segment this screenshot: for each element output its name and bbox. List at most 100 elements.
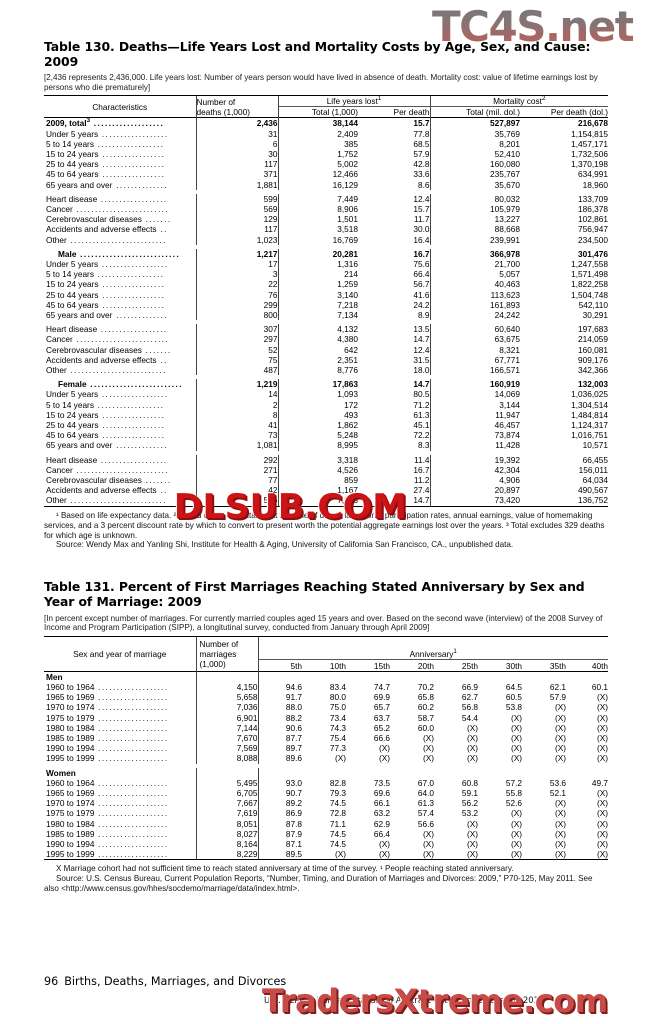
cell-value: (X) (566, 849, 608, 861)
cell-value: 53.8 (505, 702, 522, 713)
group-heading-cell (195, 670, 258, 682)
cell-value: 12,466 (277, 169, 358, 180)
cell-value: 17 (195, 259, 278, 270)
cell-value: 52.1 (549, 787, 566, 798)
cell-value: 66.4 (413, 269, 430, 280)
cell-value: 20,281 (277, 248, 358, 260)
cell-value: (X) (510, 712, 522, 723)
table-row: 1970 to 1974 ................... 7,667 89.… (44, 798, 608, 809)
col-lyl-per-death: Per death (393, 107, 430, 118)
row-label: Cancer ......................... (46, 464, 170, 475)
cell-value: (X) (596, 787, 608, 798)
group-heading-cell (302, 670, 346, 682)
group-label: Women (46, 767, 76, 778)
row-label: 65 years and over .............. (46, 440, 168, 451)
group-heading-cell (346, 670, 390, 682)
row-label: Other .......................... (44, 495, 196, 507)
cell-value: 1,167 (277, 485, 358, 496)
cell-value: 16,129 (277, 179, 358, 190)
cell-value: (X) (466, 722, 478, 733)
table-row: 1980 to 1984 ................... 7,144 90.… (44, 722, 608, 733)
group-label: Men (44, 670, 196, 682)
cell-value: 136,752 (520, 495, 609, 507)
cell-number-of-marriages: 7,569 (195, 743, 258, 754)
table-row: 1995 to 1999 ................... 8,229 89.… (44, 849, 608, 861)
cell-value: 33.6 (413, 169, 430, 180)
table-131-block: Table 131. Percent of First Marriages Re… (44, 579, 608, 894)
col-number-of-deaths-l2: deaths (1,000) (196, 107, 251, 118)
table-131: Sex and year of marriage Number of marri… (44, 635, 608, 861)
table-row: 2009, total3 ................... 2,436 38,… (44, 117, 609, 129)
cell-value: (X) (596, 743, 608, 754)
group-heading-cell (302, 768, 346, 778)
cell-value: 57.2 (505, 777, 522, 788)
cell-value: 3,318 (277, 454, 358, 465)
cell-value: 16,769 (277, 234, 358, 245)
cell-value: 87.1 (257, 838, 302, 850)
table-row: 1995 to 1999 ................... 8,088 89.… (44, 753, 608, 764)
table-row: 25 to 44 years ................. 76 3,140 4… (44, 289, 608, 300)
cell-value: 74.5 (329, 828, 346, 839)
cell-value: 11,947 (429, 409, 521, 421)
cell-value: 60,640 (429, 324, 521, 335)
cell-value: 13.5 (413, 324, 430, 335)
row-label: 15 to 24 years ................. (46, 279, 166, 290)
cell-value: 16.7 (413, 248, 430, 259)
cell-value: (X) (554, 712, 566, 723)
table-spacer (44, 550, 608, 580)
row-label: Accidents and adverse effects .. (46, 224, 168, 235)
cell-value: 89.6 (257, 753, 302, 764)
cell-value: 172 (277, 399, 358, 410)
cell-value: 90.6 (257, 722, 302, 733)
cell-value: 57.9 (413, 148, 430, 159)
cell-number-of-marriages: 7,667 (195, 798, 258, 809)
page-footer: 96 Births, Deaths, Marriages, and Divorce… (44, 975, 286, 988)
cell-number-of-marriages: 7,670 (195, 732, 258, 744)
group-heading-cell (257, 767, 302, 778)
cell-value: 2 (195, 399, 278, 410)
cell-value: 156,011 (578, 464, 609, 475)
cell-number-of-marriages: 6,901 (195, 712, 258, 723)
cell-value: (X) (390, 849, 434, 861)
cell-value: (X) (596, 692, 608, 703)
cell-value: 72.8 (329, 808, 346, 819)
col-mc-total: Total (mil. dol.) (429, 106, 521, 118)
cell-value: 66,455 (582, 454, 609, 465)
cell-value: 3,144 (429, 399, 521, 410)
cell-value: 297 (195, 334, 278, 345)
cell-value: 64,034 (582, 475, 609, 486)
cell-value: 493 (277, 409, 358, 421)
cell-value: 271 (195, 464, 278, 476)
cell-value: 14,069 (429, 389, 521, 400)
cell-value: 20,897 (429, 485, 521, 496)
cell-number-of-marriages: 7,619 (195, 808, 258, 819)
cell-value: (X) (378, 753, 390, 764)
cell-value: 166,571 (429, 365, 521, 376)
table-row: Cerebrovascular diseases ....... 77 859 11.… (44, 475, 609, 486)
cell-value: 66.9 (461, 681, 478, 692)
cell-value: 46,457 (429, 420, 521, 431)
cell-value: 56.2 (461, 798, 478, 809)
cell-value: 88,668 (429, 224, 521, 235)
cell-value: 60.1 (591, 681, 608, 692)
cell-value: (X) (422, 828, 434, 839)
table-row: 25 to 44 years ................. 117 5,002… (44, 159, 608, 170)
col-number-of-marriages-l1: Number of (199, 638, 239, 649)
row-label: 65 years and over .............. (46, 179, 168, 190)
cell-value: 14 (195, 389, 278, 400)
row-label: 1975 to 1979 ................... (46, 712, 169, 723)
cell-value: 542,110 (578, 299, 609, 310)
cell-value: 42.8 (413, 159, 430, 170)
cell-value: 235,767 (429, 169, 521, 180)
cell-value: 301,476 (578, 248, 609, 259)
cell-value: 22 (195, 279, 278, 290)
cell-number-of-marriages: 5,658 (195, 692, 258, 703)
table-row: 5 to 14 years .................. 3 214 66.4… (44, 269, 608, 280)
table-row: Cerebrovascular diseases ....... 52 642 12.… (44, 344, 608, 355)
cell-value: 87.9 (257, 828, 302, 839)
row-label: 1960 to 1964 ................... (46, 681, 169, 692)
col-number-of-marriages-l3: (1,000) (199, 658, 226, 669)
cell-value: 90.7 (257, 787, 302, 799)
cell-value: 49.7 (591, 777, 608, 788)
cell-value: 1,457,171 (571, 138, 609, 149)
